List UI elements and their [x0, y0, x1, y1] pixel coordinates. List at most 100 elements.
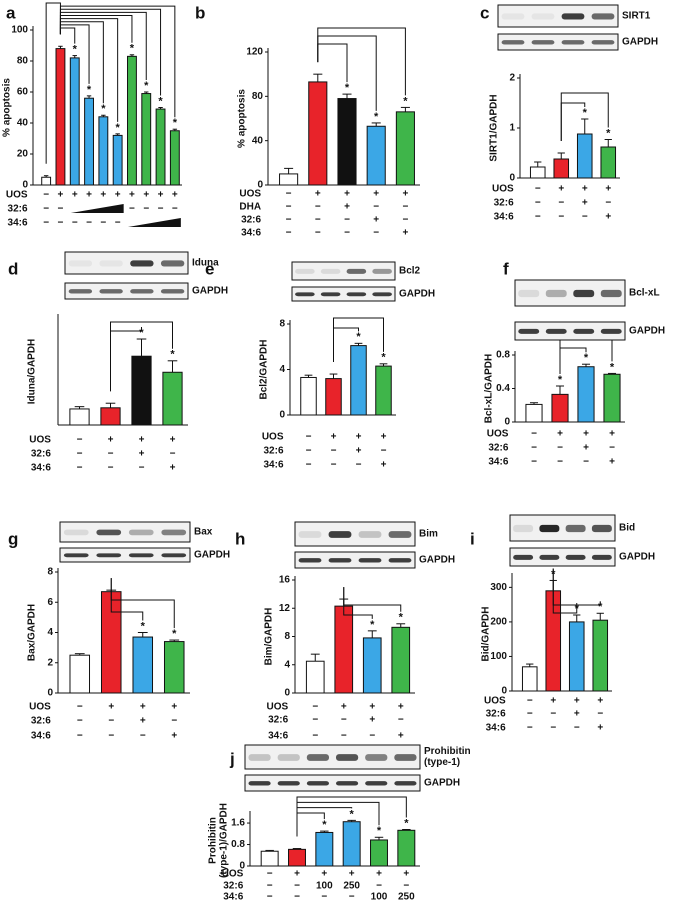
treatment-mark: − [403, 881, 409, 892]
treatment-name: UOS [222, 869, 244, 880]
treatment-name: UOS [266, 702, 288, 713]
treatment-mark: − [100, 218, 106, 229]
treatment-name: 34:6 [31, 731, 51, 742]
treatment-mark: − [398, 715, 404, 726]
blot-band [68, 289, 93, 294]
y-tick-label: 1 [509, 123, 515, 134]
treatment-mark: − [286, 228, 292, 239]
bar [69, 408, 90, 426]
y-tick-label: 6 [47, 597, 53, 608]
treatment-name: 34:6 [268, 731, 288, 742]
treatment-mark: − [77, 449, 83, 460]
y-axis-label: Bcl-xL/GAPDH [484, 354, 495, 423]
treatment-mark: + [402, 228, 408, 239]
comparison-bracket [59, 15, 133, 43]
blot-label: Iduna [192, 258, 219, 269]
treatment-mark: − [86, 218, 92, 229]
blot-frame [291, 286, 396, 302]
blot-band [372, 292, 392, 297]
treatment-name: UOS [239, 189, 261, 200]
blot-label: GAPDH [619, 552, 655, 563]
treatment-mark: + [170, 435, 176, 446]
blot-band [298, 558, 322, 563]
treatment-mark: + [381, 460, 387, 471]
treatment-mark: + [108, 702, 114, 713]
y-axis-label: Iduna/GAPDH [27, 339, 38, 405]
y-axis-label: (type-1)/GAPDH [219, 803, 230, 878]
treatment-mark: − [294, 892, 300, 903]
treatment-mark: + [170, 463, 176, 474]
y-tick-label: 0 [239, 861, 245, 872]
treatment-mark: + [331, 432, 337, 443]
treatment-name: 32:6 [486, 709, 506, 720]
treatment-mark: + [609, 457, 615, 468]
blot-band [365, 781, 388, 786]
y-tick-label: 200 [490, 617, 507, 628]
y-tick-label: 4 [279, 364, 285, 375]
significance-star: * [584, 352, 589, 364]
treatment-name: 32:6 [263, 446, 283, 457]
bar [375, 365, 392, 416]
bar [600, 146, 617, 179]
y-tick-label: 300 [490, 582, 507, 593]
blot-band [306, 754, 329, 761]
blot-band [277, 781, 300, 786]
comparison-bracket [333, 317, 384, 363]
treatment-mark: + [356, 446, 362, 457]
treatment-mark: − [349, 892, 355, 903]
dose-wedge [127, 218, 181, 227]
treatment-mark: − [550, 709, 556, 720]
y-axis-label: % apoptosis [237, 89, 248, 148]
treatment-mark: + [402, 189, 408, 200]
blot-label: Bid [619, 523, 635, 534]
bar [300, 376, 317, 416]
comparison-bracket [110, 321, 173, 392]
blot-band [336, 754, 359, 761]
treatment-mark: − [535, 184, 541, 195]
bar [337, 98, 357, 186]
treatment-name: 34:6 [223, 892, 243, 903]
blot-frame [514, 321, 626, 341]
treatment-mark: − [108, 716, 114, 727]
bar [100, 407, 121, 426]
bar [69, 654, 91, 694]
y-tick-label: 100 [490, 651, 507, 662]
treatment-mark: − [402, 215, 408, 226]
bar [592, 619, 609, 692]
blot-band [128, 529, 154, 536]
blot-frame [244, 774, 421, 792]
bar [325, 378, 342, 416]
blot-band [328, 558, 352, 563]
bar [370, 839, 388, 867]
bar [163, 641, 185, 694]
treatment-mark: − [312, 715, 318, 726]
blot-band [591, 13, 615, 20]
comparison-bracket [59, 21, 104, 104]
treatment-name: 32:6 [488, 443, 508, 454]
blot-label: Bcl-xL [629, 288, 660, 299]
treatment-name: 34:6 [486, 723, 506, 734]
blot-band [358, 558, 382, 563]
blot-label: GAPDH [424, 778, 460, 789]
significance-star: * [404, 817, 409, 829]
blot-label: (type-1) [424, 757, 460, 768]
blot-band [63, 553, 89, 558]
treatment-mark: + [550, 696, 556, 707]
treatment-mark: + [115, 190, 121, 201]
treatment-mark: − [129, 204, 135, 215]
blot-band [346, 268, 367, 274]
treatment-mark: − [306, 446, 312, 457]
comparison-bracket [59, 27, 76, 44]
y-tick-label: 0.8 [496, 350, 510, 361]
y-tick-label: 100 [11, 25, 28, 36]
treatment-mark: − [376, 881, 382, 892]
blot-band [130, 260, 154, 267]
treatment-mark: − [609, 443, 615, 454]
significance-star: * [345, 82, 350, 94]
treatment-mark: − [172, 204, 178, 215]
blot-band [545, 328, 567, 334]
blot-label: GAPDH [629, 326, 665, 337]
treatment-mark: − [143, 204, 149, 215]
significance-star: * [87, 84, 92, 96]
blot-band [600, 289, 622, 298]
